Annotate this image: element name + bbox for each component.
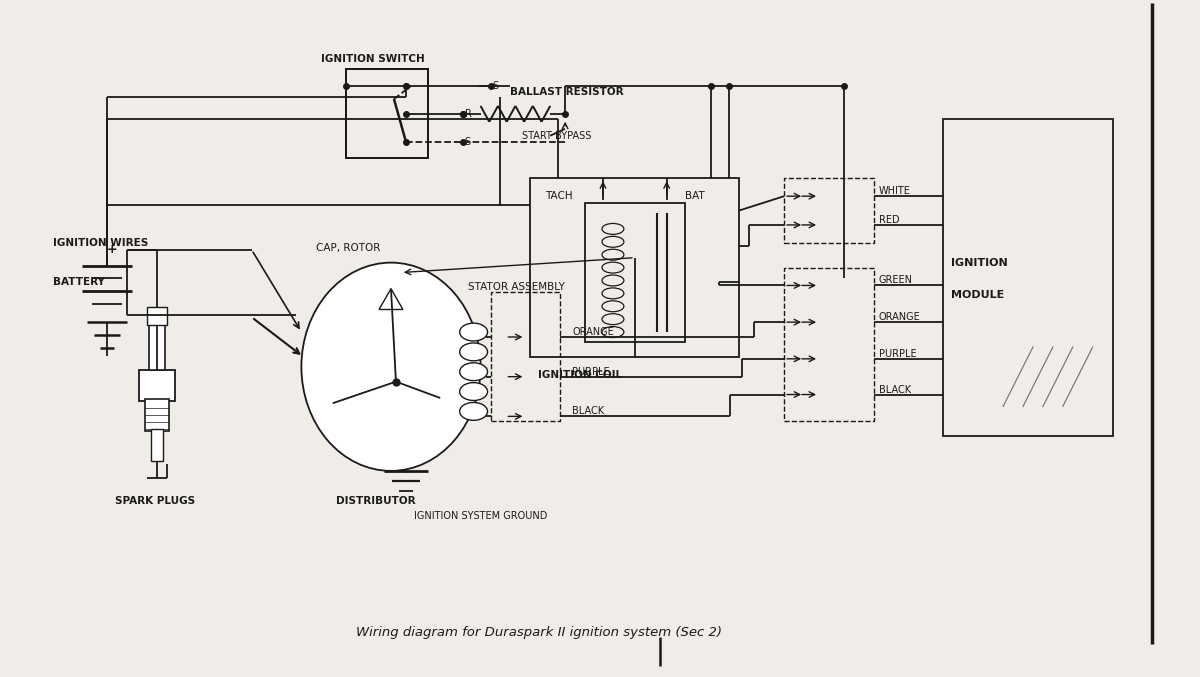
Ellipse shape (460, 343, 487, 361)
Bar (943, 119, 1112, 436)
Text: BLACK: BLACK (878, 385, 911, 395)
Text: PURPLE: PURPLE (878, 349, 917, 359)
Text: RED: RED (878, 215, 899, 225)
Text: DISTRIBUTOR: DISTRIBUTOR (336, 496, 416, 506)
Bar (151, 429, 163, 461)
Text: BLACK: BLACK (572, 406, 605, 416)
Text: STATOR ASSEMBLY: STATOR ASSEMBLY (468, 282, 564, 292)
Bar (346, 69, 428, 158)
Text: START BYPASS: START BYPASS (522, 131, 592, 141)
Bar (149, 325, 166, 370)
Ellipse shape (301, 263, 480, 471)
Bar (346, 69, 428, 158)
Bar (784, 178, 874, 243)
Text: IGNITION WIRES: IGNITION WIRES (53, 238, 148, 248)
Text: BALLAST RESISTOR: BALLAST RESISTOR (510, 87, 624, 97)
Text: ORANGE: ORANGE (878, 312, 920, 322)
Bar (586, 203, 685, 342)
Text: BATTERY: BATTERY (53, 278, 104, 288)
Ellipse shape (460, 323, 487, 341)
Text: IGNITION SWITCH: IGNITION SWITCH (322, 54, 425, 64)
Text: IGNITION SYSTEM GROUND: IGNITION SYSTEM GROUND (414, 510, 547, 521)
Text: IGNITION COIL: IGNITION COIL (539, 370, 623, 380)
Bar (148, 307, 167, 325)
Text: +: + (107, 243, 118, 256)
Bar (530, 178, 739, 357)
Bar (491, 292, 560, 421)
Ellipse shape (460, 383, 487, 401)
Bar (139, 370, 175, 401)
Text: WHITE: WHITE (878, 186, 911, 196)
Text: R: R (464, 109, 472, 119)
Text: Wiring diagram for Duraspark II ignition system (Sec 2): Wiring diagram for Duraspark II ignition… (356, 626, 722, 639)
Text: TACH: TACH (545, 191, 572, 201)
Text: S: S (464, 137, 470, 147)
Text: CAP, ROTOR: CAP, ROTOR (317, 243, 380, 253)
Ellipse shape (460, 402, 487, 420)
Text: MODULE: MODULE (952, 290, 1004, 301)
Text: S: S (492, 81, 499, 91)
Bar (784, 267, 874, 421)
Ellipse shape (460, 363, 487, 380)
Text: SPARK PLUGS: SPARK PLUGS (115, 496, 196, 506)
Text: ORANGE: ORANGE (572, 327, 614, 337)
Text: BAT: BAT (685, 191, 704, 201)
Text: PURPLE: PURPLE (572, 367, 610, 376)
Text: GREEN: GREEN (878, 276, 913, 286)
Bar (145, 399, 169, 431)
Text: IGNITION: IGNITION (952, 258, 1008, 267)
